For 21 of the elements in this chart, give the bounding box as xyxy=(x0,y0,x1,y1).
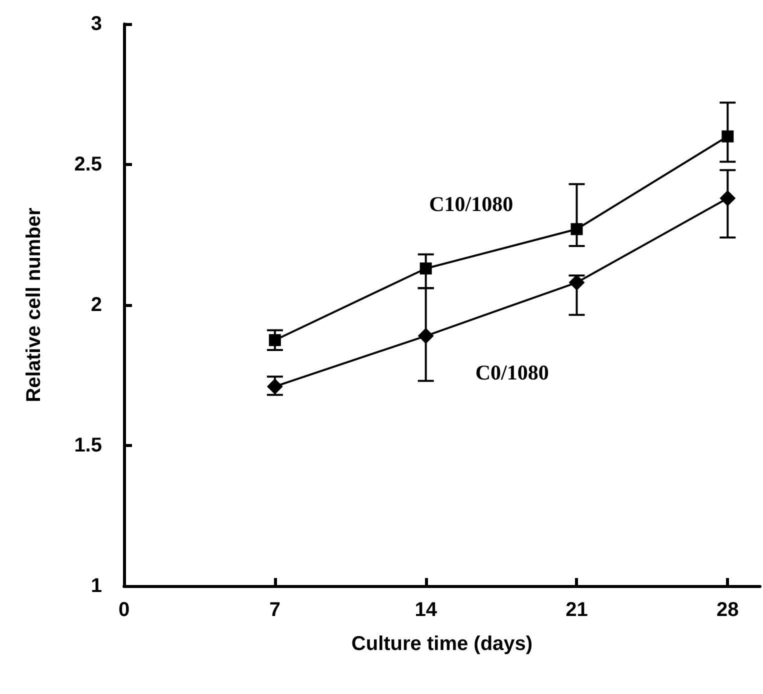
point xyxy=(720,190,736,206)
x-tick-label: 7 xyxy=(269,599,280,621)
x-tick-label: 28 xyxy=(716,599,739,621)
point xyxy=(722,130,734,142)
point xyxy=(570,223,583,236)
point xyxy=(418,328,434,344)
x-tick-label: 14 xyxy=(414,599,438,621)
series-label: C10/1080 xyxy=(429,192,514,216)
y-axis-title: Relative cell number xyxy=(23,208,45,402)
y-tick-label: 1 xyxy=(90,575,102,597)
x-tick-label: 21 xyxy=(566,599,588,621)
point xyxy=(420,262,432,274)
point xyxy=(568,274,585,291)
x-tick-label: 0 xyxy=(118,599,130,621)
x-axis-title: Culture time (days) xyxy=(351,633,533,655)
y-tick-label: 2 xyxy=(90,294,102,316)
y-tick-label: 2.5 xyxy=(74,154,102,176)
series-label: C0/1080 xyxy=(475,360,549,384)
y-tick-label: 1.5 xyxy=(74,434,102,456)
y-tick-label: 3 xyxy=(90,13,102,35)
point xyxy=(268,334,281,346)
